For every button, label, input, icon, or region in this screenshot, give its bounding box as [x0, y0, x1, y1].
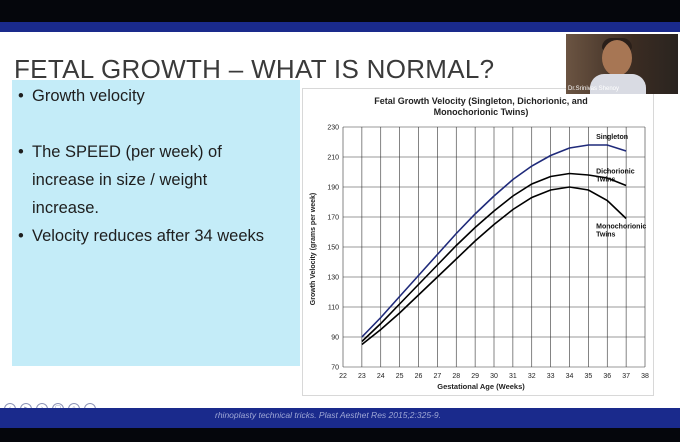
x-tick-label: 33: [547, 373, 555, 380]
x-tick-label: 28: [452, 373, 460, 380]
bullet-speed-line2: increase in size / weight: [32, 171, 208, 189]
y-tick-label: 210: [327, 155, 339, 162]
x-tick-label: 31: [509, 373, 517, 380]
slide-title: FETAL GROWTH – WHAT IS NORMAL?: [14, 54, 495, 84]
bullet-velocity-reduces: • Velocity reduces after 34 weeks: [18, 224, 264, 248]
chart-title-line1: Fetal Growth Velocity (Singleton, Dichor…: [374, 96, 588, 106]
webcam-person-face: [602, 40, 632, 76]
chart-svg: Fetal Growth Velocity (Singleton, Dichor…: [310, 96, 649, 391]
window-header-band: [0, 22, 680, 32]
x-tick-label: 29: [471, 373, 479, 380]
chart-tick-labels: 22 23 24 25 26 27 28 29 30 31 32 33 34 35 36 37 38 70 90 11…: [327, 125, 649, 381]
window-footer-band: [0, 408, 680, 428]
series-line-3: [361, 186, 627, 346]
y-tick-label: 110: [328, 305, 339, 312]
series-line-2: [361, 172, 627, 343]
x-tick-label: 38: [641, 373, 649, 380]
bullet-marker: •: [18, 227, 24, 245]
series-label-line2: Twins: [596, 232, 615, 239]
chart-series: [361, 144, 627, 346]
series-label-line2: Twins: [596, 177, 615, 184]
chart-grid: [342, 126, 646, 368]
x-tick-label: 24: [377, 373, 385, 380]
x-tick-label: 26: [415, 373, 423, 380]
bullet-text: Growth velocity: [32, 87, 145, 105]
bullet-growth-velocity: • Growth velocity: [18, 84, 145, 108]
x-tick-label: 37: [622, 373, 630, 380]
bullet-panel: [12, 80, 300, 366]
series-label: Dichorionic: [596, 169, 635, 176]
bullet-text: The SPEED (per week) of: [32, 143, 222, 161]
bullet-text: Velocity reduces after 34 weeks: [32, 227, 265, 245]
bullet-speed: • The SPEED (per week) of: [18, 140, 222, 164]
x-tick-label: 22: [339, 373, 347, 380]
chart-title-line2: Monochorionic Twins): [434, 107, 529, 117]
webcam-video-tile[interactable]: Dr.Srinivas Shenoy: [566, 34, 678, 94]
slide-reference-text: rhinoplasty technical tricks. Plast Aest…: [215, 410, 441, 420]
x-tick-label: 27: [433, 373, 441, 380]
y-tick-label: 150: [327, 245, 339, 252]
x-tick-label: 23: [358, 373, 366, 380]
bullet-speed-line3: increase.: [32, 199, 99, 217]
series-line-1: [361, 144, 627, 338]
x-tick-label: 32: [528, 373, 536, 380]
x-tick-label: 36: [603, 373, 611, 380]
y-tick-label: 130: [327, 275, 339, 282]
window-bottom-bar: [0, 428, 680, 442]
webcam-participant-name: Dr.Srinivas Shenoy: [568, 86, 620, 92]
y-tick-label: 190: [327, 185, 339, 192]
bullet-marker: •: [18, 143, 24, 161]
window-top-bar: [0, 0, 680, 22]
fetal-growth-chart: Fetal Growth Velocity (Singleton, Dichor…: [302, 88, 654, 396]
series-label: Monochorionic: [596, 224, 646, 231]
webcam-person-shirt: [590, 74, 646, 94]
x-tick-label: 34: [566, 373, 574, 380]
chart-y-axis-label: Growth Velocity (grams per week): [310, 193, 317, 305]
chart-x-axis-label: Gestational Age (Weeks): [437, 382, 525, 391]
y-tick-label: 170: [327, 215, 339, 222]
x-tick-label: 25: [396, 373, 404, 380]
y-tick-label: 90: [331, 335, 339, 342]
chart-series-labels: SingletonDichorionicTwinsMonochorionicTw…: [596, 134, 646, 239]
y-tick-label: 70: [331, 365, 339, 372]
series-label: Singleton: [596, 134, 628, 141]
x-tick-label: 35: [584, 373, 592, 380]
y-tick-label: 230: [327, 125, 339, 132]
bullet-marker: •: [18, 87, 24, 105]
x-tick-label: 30: [490, 373, 498, 380]
